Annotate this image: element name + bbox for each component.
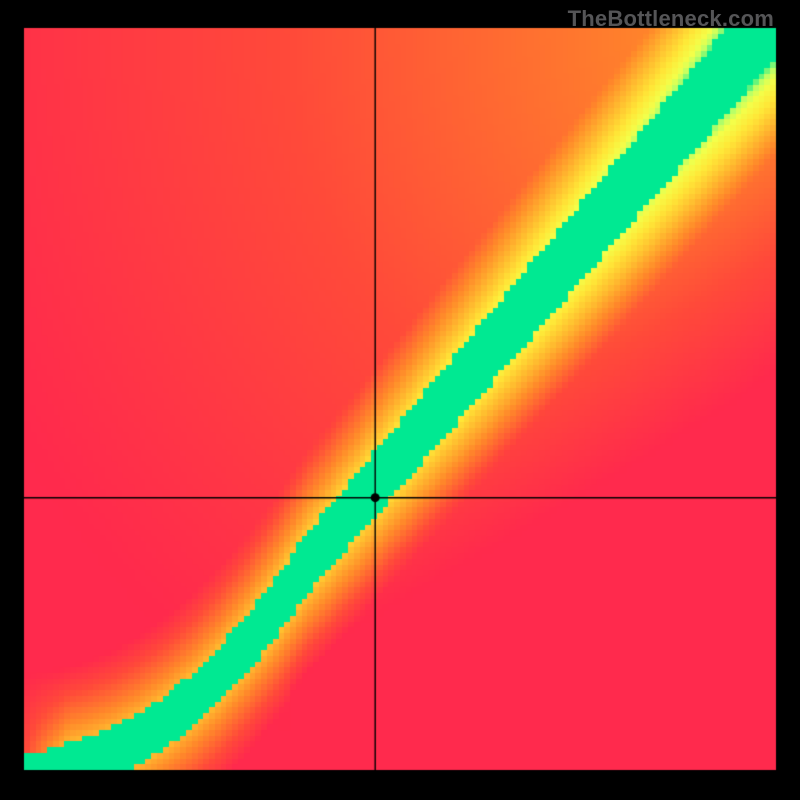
bottleneck-heatmap [0,0,800,800]
watermark-text: TheBottleneck.com [568,6,774,32]
